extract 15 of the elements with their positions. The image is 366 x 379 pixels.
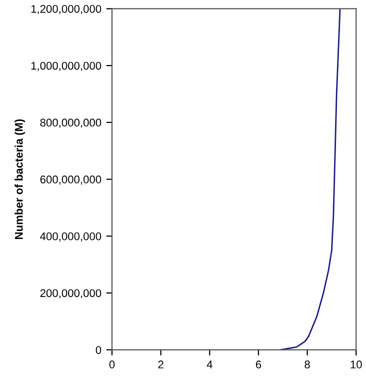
y-tick-label: 1,000,000,000 bbox=[31, 62, 102, 72]
x-tick-label: 0 bbox=[109, 360, 115, 368]
x-tick-label: 8 bbox=[304, 360, 310, 368]
y-tick-label: 600,000,000 bbox=[40, 176, 102, 185]
y-tick-label: 1,200,000,000 bbox=[31, 4, 102, 14]
x-tick-label: 4 bbox=[206, 360, 212, 368]
x-tick-label: 10 bbox=[350, 360, 362, 368]
y-tick-label: 400,000,000 bbox=[40, 232, 102, 242]
x-tick-label: 6 bbox=[256, 360, 262, 368]
y-axis-title: Number of bacteria (M) bbox=[14, 119, 25, 240]
y-tick-label: 0 bbox=[96, 346, 102, 354]
line-series bbox=[280, 8, 341, 350]
y-tick-label: 200,000,000 bbox=[40, 289, 102, 298]
y-tick-label: 800,000,000 bbox=[40, 118, 102, 128]
x-tick-label: 2 bbox=[158, 360, 164, 368]
